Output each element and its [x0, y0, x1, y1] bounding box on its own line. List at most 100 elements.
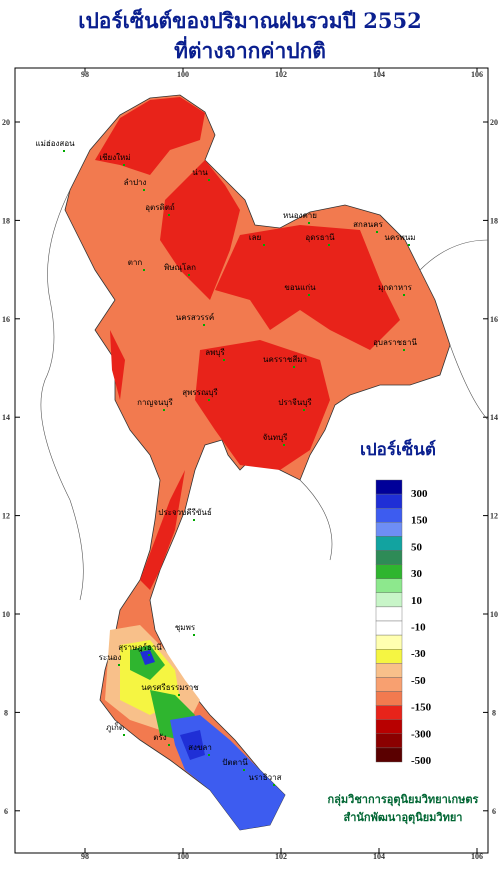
station-dot: [283, 444, 285, 446]
surplus-zone: [130, 645, 195, 740]
place-label: แม่ฮ่องสอน: [35, 139, 75, 148]
station-dot: [63, 150, 65, 152]
station-dot: [263, 244, 265, 246]
station-dot: [163, 409, 165, 411]
place-label: สงขลา: [188, 743, 212, 752]
place-label: นครสวรรค์: [176, 312, 214, 322]
place-label: ตาก: [128, 258, 143, 267]
legend-label: 10: [411, 595, 423, 607]
legend-swatch: [375, 564, 403, 579]
legend-swatch: [375, 705, 403, 720]
station-dot: [123, 164, 125, 166]
place-label: สุพรรณบุรี: [182, 388, 218, 397]
place-label: จันทบุรี: [263, 433, 289, 442]
place-label: อุตรดิตถ์: [145, 202, 175, 212]
station-dot: [376, 231, 378, 233]
legend-swatch: [375, 733, 403, 749]
station-dot: [118, 664, 120, 666]
station-dot: [303, 409, 305, 411]
latitude-label: 18: [2, 216, 10, 225]
legend-swatch: [375, 620, 403, 636]
place-label: อุบลราชธานี: [373, 338, 417, 347]
title: ที่ต่างจากค่าปกติ: [174, 35, 326, 63]
legend-swatch: [375, 747, 403, 763]
station-dot: [193, 519, 195, 521]
legend-swatch: [375, 691, 403, 706]
legend-swatch: [375, 649, 403, 664]
latitude-label: 12: [2, 512, 10, 521]
station-dot: [203, 324, 205, 326]
credit: กลุ่มวิชาการอุตุนิยมวิทยาเกษตร: [328, 793, 479, 807]
legend-swatch: [375, 663, 403, 678]
longitude-label: 106: [471, 70, 483, 79]
latitude-label: 20: [490, 118, 498, 127]
place-label: พิษณุโลก: [164, 262, 196, 272]
place-label: ปราจีนบุรี: [278, 398, 312, 407]
place-label: ประจวบคีรีขันธ์: [158, 507, 212, 517]
station-dot: [193, 634, 195, 636]
longitude-label: 98: [81, 70, 89, 79]
station-dot: [143, 269, 145, 271]
station-dot: [168, 744, 170, 746]
legend-swatch: [375, 536, 403, 551]
station-dot: [148, 654, 150, 656]
station-dot: [403, 349, 405, 351]
longitude-label: 104: [373, 70, 385, 79]
place-label: หนองคาย: [283, 211, 317, 220]
place-label: ขอนแก่น: [284, 283, 316, 292]
station-dot: [243, 769, 245, 771]
place-label: อุดรธานี: [305, 233, 335, 242]
station-dot: [168, 214, 170, 216]
longitude-label: 102: [275, 852, 287, 861]
place-label: นครพนม: [384, 233, 415, 242]
place-label: นครราชสีมา: [263, 355, 307, 364]
latitude-label: 8: [4, 708, 8, 717]
station-dot: [208, 179, 210, 181]
longitude-label: 104: [373, 852, 385, 861]
legend-label: -150: [411, 702, 432, 714]
legend-swatch: [375, 634, 403, 650]
longitude-label: 102: [275, 70, 287, 79]
legend-label: -50: [411, 675, 426, 687]
place-label: มุกดาหาร: [378, 283, 413, 292]
station-dot: [223, 359, 225, 361]
place-label: สกลนคร: [353, 220, 383, 229]
latitude-label: 18: [490, 216, 498, 225]
legend-swatch: [375, 719, 403, 735]
latitude-label: 16: [490, 315, 498, 324]
legend-title: เปอร์เซ็นต์: [360, 437, 436, 460]
longitude-label: 98: [81, 852, 89, 861]
longitude-label: 106: [471, 852, 483, 861]
latitude-label: 8: [492, 708, 496, 717]
latitude-label: 10: [490, 610, 498, 619]
station-dot: [403, 294, 405, 296]
credit: สำนักพัฒนาอุตุนิยมวิทยา: [344, 811, 463, 825]
place-label: ระนอง: [99, 653, 122, 662]
place-label: ภูเก็ต: [106, 722, 124, 733]
latitude-label: 14: [2, 413, 10, 422]
legend-label: 50: [411, 541, 423, 553]
place-label: ลำปาง: [124, 178, 147, 187]
legend-label: -500: [411, 755, 432, 767]
place-label: นครศรีธรรมราช: [141, 683, 199, 692]
latitude-label: 6: [492, 807, 496, 816]
legend-label: 150: [411, 515, 428, 527]
legend-swatch: [375, 522, 403, 537]
neighbor-border: [40, 189, 489, 601]
station-dot: [273, 784, 275, 786]
surplus-zone: [140, 650, 205, 760]
place-label: เชียงใหม่: [99, 153, 130, 162]
station-dot: [143, 189, 145, 191]
place-label: นราธิวาส: [248, 773, 281, 782]
longitude-label: 100: [177, 70, 189, 79]
longitude-label: 100: [177, 852, 189, 861]
place-label: ชุมพร: [175, 623, 196, 632]
place-label: ลพบุรี: [205, 348, 225, 357]
station-dot: [178, 694, 180, 696]
legend-swatch: [375, 479, 403, 495]
station-dot: [188, 274, 190, 276]
land: [40, 94, 489, 831]
station-dot: [293, 366, 295, 368]
latitude-label: 6: [4, 807, 8, 816]
